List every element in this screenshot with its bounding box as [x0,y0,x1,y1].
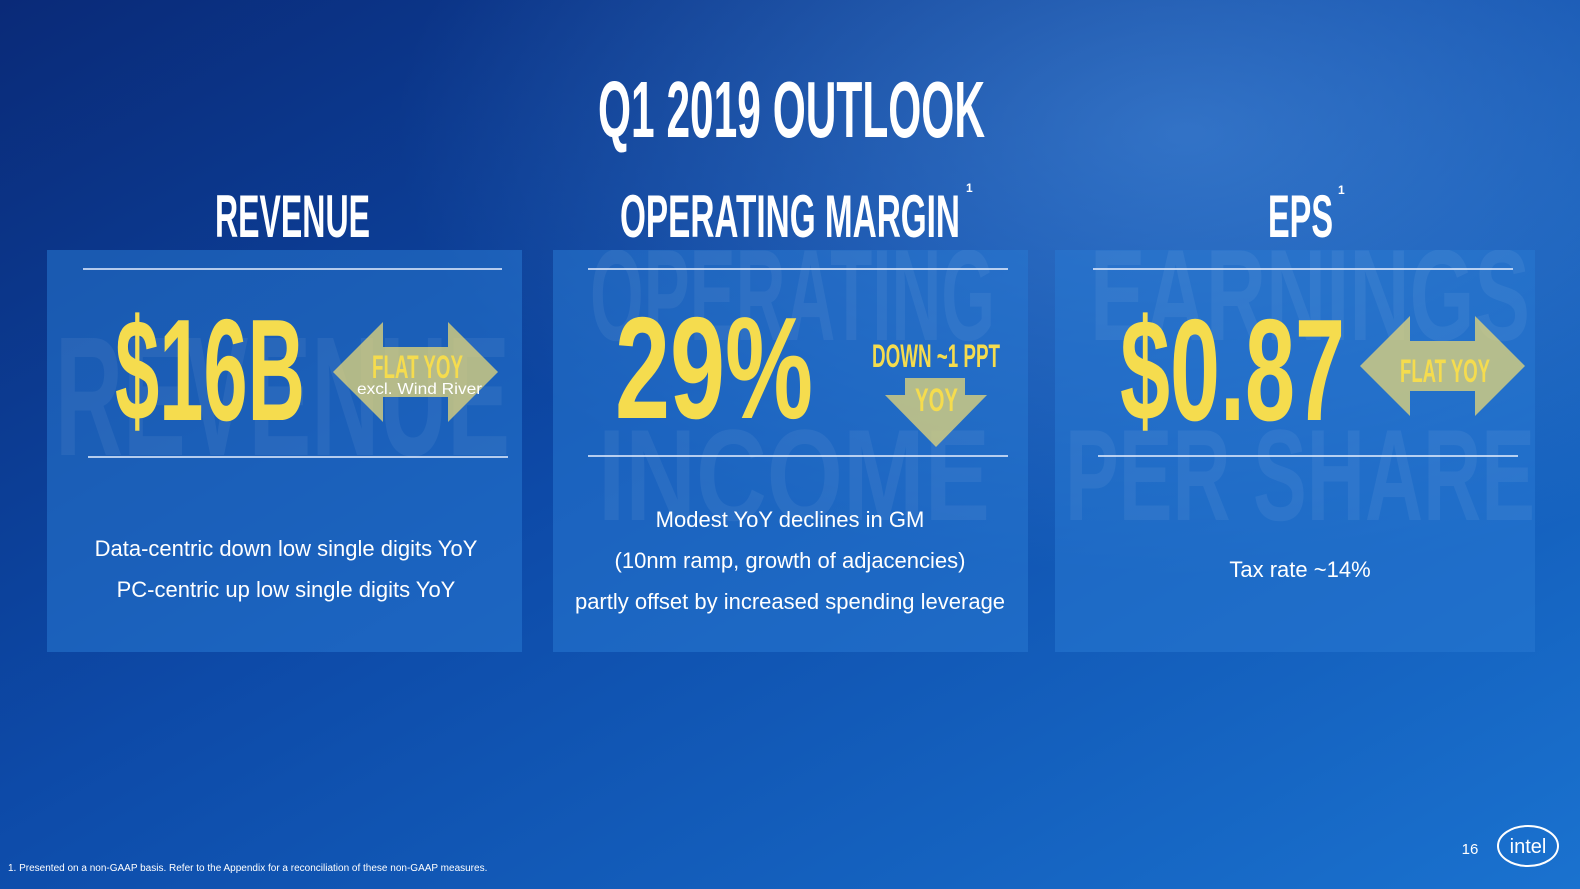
description-line: PC-centric up low single digits YoY [117,577,456,602]
panel-heading: OPERATING MARGIN [620,183,960,250]
indicator-text: FLAT YOY [1400,353,1490,389]
panel-heading: REVENUE [215,183,370,250]
indicator-text: FLAT YOY [372,349,463,385]
panel [553,250,1028,652]
description-line: Data-centric down low single digits YoY [95,536,478,561]
double-arrow [333,322,498,422]
indicator-note: excl. Wind River [357,381,483,398]
metric-value: $0.87 [1120,289,1345,451]
slide-title: Q1 2019 OUTLOOK [598,65,985,154]
description-line: Tax rate ~14% [1229,557,1370,582]
logo: intel [1510,836,1547,858]
footnote-marker: 1 [966,181,973,195]
metric-value: $16B [115,289,305,451]
indicator-text: YOY [915,382,958,418]
dividers [83,268,1518,458]
panel [47,250,522,652]
description-line: Modest YoY declines in GM [656,507,925,532]
metric-value: 29% [615,287,813,449]
indicator-text: DOWN ~1 PPT [872,338,1000,374]
page-number: 16 [1462,841,1479,858]
down-arrow [885,378,987,447]
watermark: PER SHARE [1065,402,1535,548]
double-arrow [1360,316,1525,416]
description-line: (10nm ramp, growth of adjacencies) [615,548,966,573]
footnote-marker: 1 [1338,183,1345,197]
description-line: partly offset by increased spending leve… [575,589,1005,614]
logo-ring [1497,825,1559,867]
panel-heading: EPS [1268,183,1333,250]
panel [1055,250,1535,652]
footnote: 1. Presented on a non-GAAP basis. Refer … [8,863,487,874]
